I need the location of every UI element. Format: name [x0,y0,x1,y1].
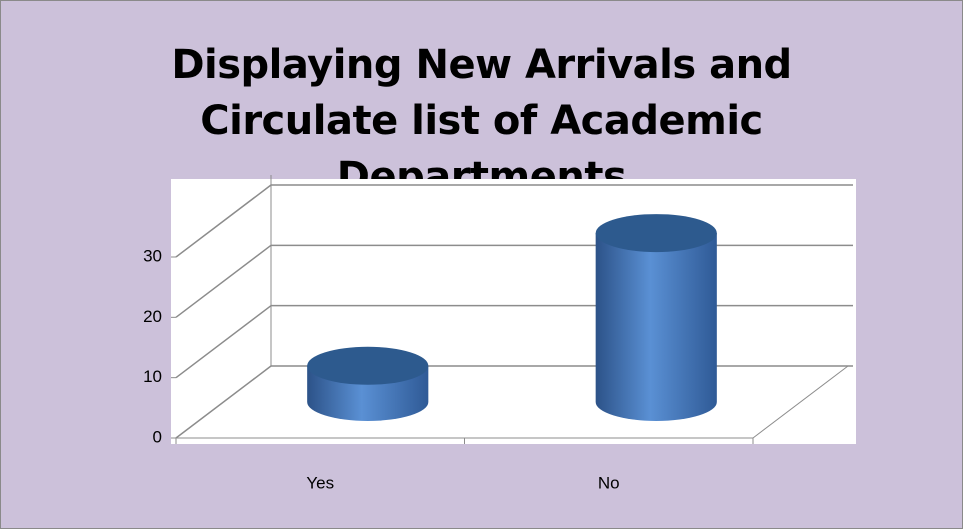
cylinder-top [307,346,429,385]
x-tick-label: Yes [306,473,334,492]
title-box: Displaying New Arrivals and Circulate li… [1,37,962,205]
grid-line [175,305,272,379]
grid-line [175,184,272,258]
cylinder-top [595,214,717,253]
y-tick-label: 30 [143,246,162,265]
cylinder [595,214,717,422]
plot-area [171,179,856,444]
y-tick-label: 10 [143,367,162,386]
cylinder-body [595,233,717,422]
floor-right [752,365,849,439]
grid-line [175,244,272,318]
grid-line [175,365,272,439]
y-tick-label: 0 [153,427,162,446]
y-tick-label: 20 [143,307,162,326]
x-tick-label: No [598,473,620,492]
cylinder [307,346,429,421]
chart-title: Displaying New Arrivals and Circulate li… [171,42,792,200]
